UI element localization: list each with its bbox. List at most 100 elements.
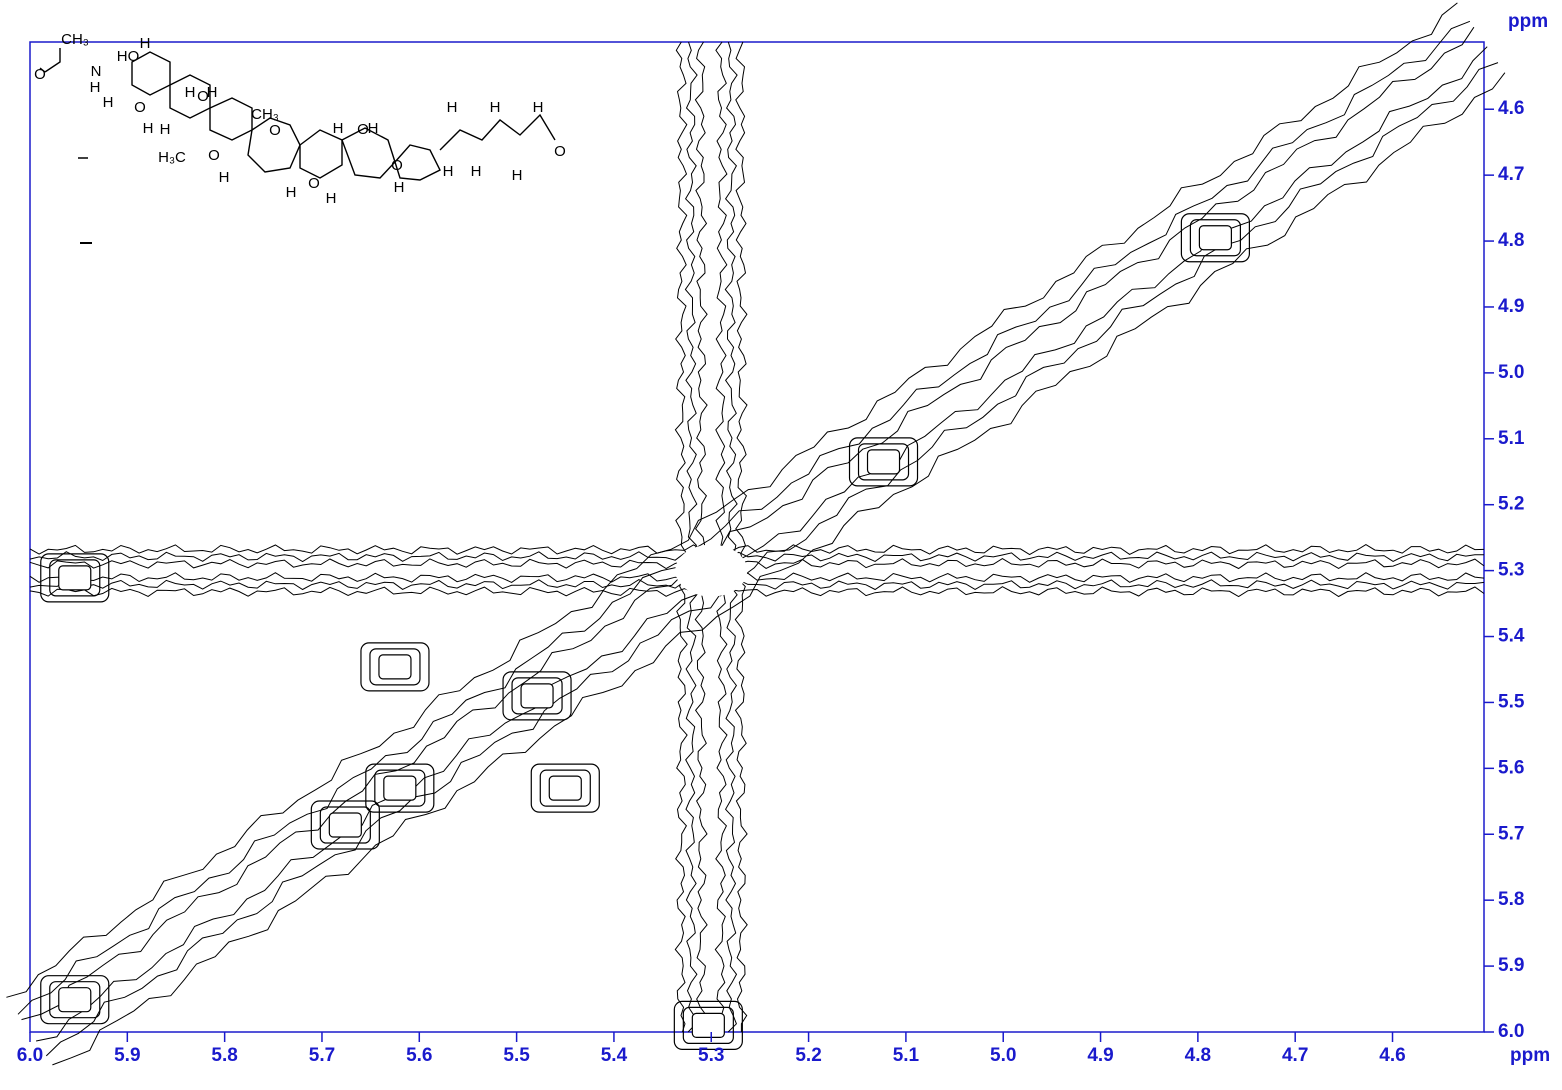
t2-ridge [29,572,1485,583]
x-tick-label: 4.7 [1282,1045,1308,1066]
x-tick-label: 4.9 [1087,1045,1113,1066]
atom-label: CH₃ [251,106,279,123]
atom-label: O [357,121,369,138]
atom-label: H [443,163,454,180]
t1-ridge [734,41,748,1032]
x-tick-label: 5.9 [114,1045,140,1066]
atom-label: H [185,84,196,101]
t2-ridge [29,579,1485,591]
peak-contour [502,671,572,721]
atom-label: H [90,79,101,96]
peak-contour [1189,219,1241,257]
peak-contour [866,449,901,475]
atom-label: H₃C [158,149,186,166]
t2-ridge [29,551,1485,563]
t1-ridge [714,41,728,1033]
peak-contour [365,763,435,813]
x-tick-label: 4.8 [1185,1045,1211,1066]
bond [44,48,61,73]
atom-label: H [471,163,482,180]
ring [299,129,343,179]
x-tick-label: 5.5 [503,1045,530,1066]
x-tick-label: 5.4 [601,1045,628,1066]
diagonal-ridge [6,2,1458,998]
t1-ridge [674,41,688,1033]
peak-contour [58,565,92,591]
peak-contour [548,775,582,801]
t2-ridge [29,586,1485,598]
atom-label: H [207,84,218,101]
bond [39,67,46,73]
atom-label: H [286,184,297,201]
peak-contour [374,769,426,807]
diagonal-ridge [36,46,1488,1042]
peak-contour [40,975,110,1025]
atom-label: HO [117,48,140,65]
x-tick-label: 5.8 [211,1045,237,1066]
peak-contour [530,763,600,813]
atom-label: O [554,143,566,160]
peak-contour [511,677,563,715]
x-axis-label: ppm [1510,1045,1550,1066]
y-tick-label: 5.5 [1498,691,1525,712]
y-tick-label: 5.9 [1498,955,1524,976]
atom-label: O [197,88,209,105]
peak-contour [848,437,919,487]
y-tick-label: 5.1 [1498,428,1525,449]
central-clear [675,544,748,597]
atom-label: H [326,190,337,207]
y-axis-label: ppm [1508,11,1548,32]
atom-label: H [140,35,151,52]
diagonal-ridge [17,20,1471,1015]
atom-label: O [34,66,46,83]
peak-contour [328,812,362,838]
y-tick-label: 4.8 [1498,230,1524,251]
x-tick-label: 5.7 [309,1045,335,1066]
y-tick-label: 4.7 [1498,164,1524,185]
atom-label: H [447,99,458,116]
peak-contour [378,654,412,680]
atom-label: O [269,122,281,139]
structure-drawing [39,48,556,181]
plot-area [6,2,1506,1066]
atom-label: H [394,179,405,196]
peak-contour [383,775,417,801]
x-tick-label: 5.2 [795,1045,821,1066]
peak-contour [58,987,92,1013]
y-tick-label: 5.7 [1498,823,1524,844]
y-tick-label: 4.6 [1498,98,1524,119]
y-tick-label: 5.2 [1498,494,1524,515]
atom-label: H [219,169,230,186]
atom-label: H [333,120,344,137]
y-tick-label: 5.6 [1498,757,1524,778]
t2-ridge [29,544,1485,556]
y-tick-label: 4.9 [1498,296,1524,317]
plot-frame [29,41,1485,1033]
atom-label: N [91,63,102,80]
t1-ridge [694,41,708,1033]
peak-contour [1180,213,1250,263]
peak-contour [360,642,430,692]
x-tick-label: 5.1 [893,1045,920,1066]
ring [247,117,301,173]
peak-contour [49,981,101,1019]
peak-contour [310,800,380,850]
atom-label: H [490,99,501,116]
y-tick-label: 6.0 [1498,1021,1524,1042]
atom-label: O [134,99,146,116]
t1-ridge [684,41,698,1033]
t1-ridge [724,41,738,1033]
diagonal-ridge [52,72,1506,1066]
x-tick-label: 6.0 [17,1045,43,1066]
peak-contour [691,1012,725,1039]
atom-label: H [533,99,544,116]
diagonal-ridge [45,62,1499,1057]
ring [394,144,441,181]
atom-label: O [391,157,403,174]
peak-contour [319,806,371,844]
x-tick-label: 4.6 [1379,1045,1405,1066]
y-tick-label: 5.3 [1498,560,1524,581]
peak-contour [520,683,554,709]
atom-label: CH₃ [61,31,89,48]
x-tick-label: 5.6 [406,1045,432,1066]
